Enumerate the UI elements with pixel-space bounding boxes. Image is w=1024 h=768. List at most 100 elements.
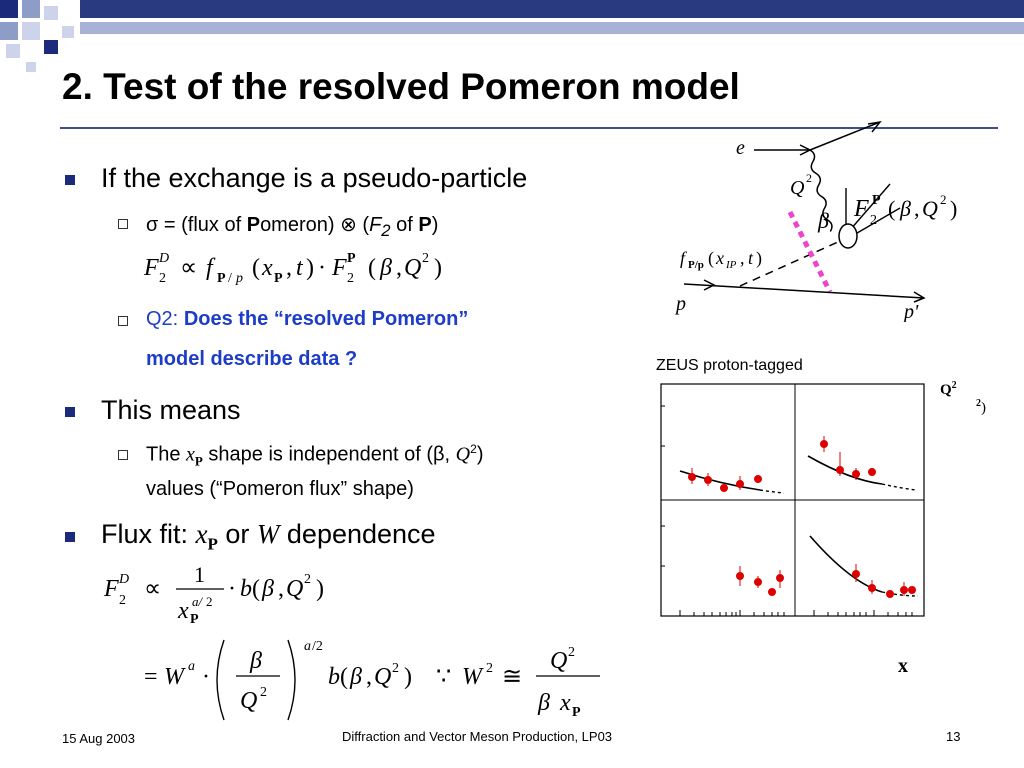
svg-text:x: x — [261, 255, 273, 281]
svg-text:∵: ∵ — [436, 664, 451, 690]
plot-x-label: x — [898, 655, 908, 677]
svg-text:): ) — [950, 196, 957, 221]
svg-text:F: F — [331, 255, 347, 281]
svg-text:2: 2 — [304, 572, 311, 587]
logo-square — [22, 22, 40, 40]
panel-bottom-left — [736, 566, 784, 596]
svg-text:Q: Q — [922, 196, 938, 221]
svg-text:a: a — [188, 659, 195, 674]
svg-text:a: a — [304, 639, 311, 654]
svg-text:F: F — [103, 576, 119, 602]
data-point — [886, 590, 894, 598]
svg-text:F: F — [143, 255, 159, 281]
svg-text:D: D — [118, 572, 129, 587]
formula-f2d-factorization: F 2 D ∝ f P / p ( x P , t ) · F 2 P ( β … — [143, 251, 442, 286]
label-pprime: p' — [902, 301, 919, 322]
formula-w-dependence: = W a · β Q 2 a /2 b ( β , Q 2 ) ∵ W 2 ≅… — [144, 639, 600, 721]
proton-line — [683, 283, 925, 299]
svg-text:2: 2 — [159, 271, 166, 286]
pomeron-blob — [838, 223, 858, 249]
formula-flux-fit: F 2 D ∝ 1 x P a/ 2 · b ( β , Q 2 ) — [103, 562, 324, 627]
svg-text:P: P — [572, 705, 581, 720]
svg-text:2: 2 — [806, 171, 812, 185]
plot-q2-unit: 2) — [976, 398, 986, 416]
svg-text:β: β — [249, 648, 262, 674]
svg-text:): ) — [316, 576, 324, 602]
svg-text:W: W — [164, 664, 186, 690]
bullet-text: If the exchange is a pseudo-particle — [101, 163, 528, 193]
svg-text:,: , — [278, 576, 284, 602]
svg-text:≅: ≅ — [502, 664, 522, 690]
svg-text:Q: Q — [374, 664, 391, 690]
plot-q2-label: Q2 — [940, 380, 957, 398]
svg-text:β: β — [537, 690, 550, 716]
svg-text:(: ( — [708, 248, 714, 269]
logo-square — [26, 62, 36, 72]
svg-text:D: D — [158, 251, 169, 266]
footer-page-number: 13 — [946, 729, 961, 744]
data-point — [868, 468, 876, 476]
fit-curve — [679, 470, 761, 491]
svg-text:Q: Q — [550, 648, 567, 674]
panel-bottom-right — [809, 535, 919, 598]
svg-text:2: 2 — [422, 251, 429, 266]
svg-text:,: , — [286, 255, 292, 281]
svg-text:a/: a/ — [192, 594, 204, 609]
sub-bullet-shape-line2: values (“Pomeron flux” shape) — [146, 478, 414, 500]
svg-text:Q: Q — [404, 255, 421, 281]
svg-text:2: 2 — [870, 213, 877, 228]
svg-text:,: , — [740, 248, 745, 268]
svg-text:t: t — [296, 255, 304, 281]
svg-text:β: β — [379, 255, 392, 281]
header-bar — [80, 0, 1024, 18]
label-flux: f — [680, 248, 688, 268]
pomeron-exchange-line — [739, 241, 839, 287]
sub-bullet-q2-line2: model describe data ? — [146, 348, 358, 370]
title-rule — [60, 127, 998, 129]
svg-text:P: P — [217, 271, 226, 286]
bullet-marker — [65, 532, 75, 542]
data-point — [720, 484, 728, 492]
bullet-marker — [65, 175, 75, 185]
svg-text:,: , — [366, 664, 372, 690]
pomeron-cut-line — [787, 210, 833, 294]
fit-curve-extrapolation — [759, 489, 785, 494]
logo-square — [62, 26, 74, 38]
logo-square — [44, 40, 58, 54]
proton-arrow-out — [913, 291, 926, 303]
svg-text:∝: ∝ — [144, 576, 161, 602]
svg-text:): ) — [306, 255, 314, 281]
svg-text:p: p — [235, 271, 243, 286]
svg-text:b: b — [240, 576, 252, 602]
svg-text:(: ( — [368, 255, 376, 281]
svg-text:=: = — [144, 664, 158, 690]
svg-text:P: P — [872, 193, 881, 208]
svg-text:·: · — [318, 255, 326, 281]
svg-text:t: t — [748, 248, 754, 268]
svg-text:W: W — [462, 664, 484, 690]
svg-text:P: P — [190, 612, 199, 627]
svg-text:1: 1 — [194, 562, 205, 587]
sub-bullet-marker — [118, 316, 128, 326]
electron-out-line — [809, 121, 881, 151]
svg-text:2: 2 — [486, 661, 493, 676]
fit-curve-extrapolation — [881, 591, 919, 597]
svg-text:P: P — [274, 271, 283, 286]
svg-text:/2: /2 — [312, 639, 323, 654]
svg-text:/: / — [228, 271, 232, 286]
data-point — [908, 586, 916, 594]
logo-square — [44, 6, 58, 20]
label-q2: Q — [790, 177, 805, 199]
fit-curve — [807, 455, 883, 485]
svg-text:): ) — [404, 664, 412, 690]
svg-text:(: ( — [340, 664, 348, 690]
fit-curve-extrapolation — [881, 483, 917, 491]
svg-text:P: P — [347, 251, 356, 266]
svg-text:β: β — [349, 664, 362, 690]
svg-text:IP: IP — [725, 259, 737, 271]
svg-text:·: · — [202, 664, 210, 690]
jet-line — [849, 183, 891, 231]
logo-square — [22, 0, 40, 18]
svg-text:x: x — [559, 690, 571, 716]
svg-text:Q: Q — [286, 576, 303, 602]
